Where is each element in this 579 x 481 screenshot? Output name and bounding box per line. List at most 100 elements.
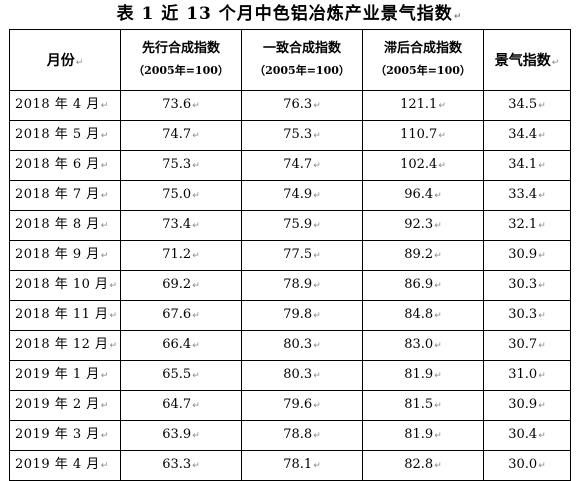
cell-climate: 30.3↵ xyxy=(483,270,571,301)
paragraph-mark-icon: ↵ xyxy=(192,221,200,231)
paragraph-mark-icon: ↵ xyxy=(538,101,546,111)
header-row: 月份↵ 先行合成指数 （2005年=100） 一致合成指数 （2005年=100… xyxy=(9,29,571,91)
cell-leading: 66.4↵ xyxy=(120,330,242,361)
paragraph-mark-icon: ↵ xyxy=(100,371,109,381)
paragraph-mark-icon: ↵ xyxy=(192,161,200,171)
cell-climate-value: 34.1 xyxy=(508,157,538,172)
cell-lagging-value: 121.1 xyxy=(400,97,438,112)
cell-lagging: 83.0↵ xyxy=(362,330,484,361)
paragraph-mark-icon: ↵ xyxy=(434,341,442,351)
cell-climate: 34.4↵ xyxy=(483,120,571,151)
cell-leading-value: 73.4 xyxy=(162,217,192,232)
cell-leading-value: 69.2 xyxy=(162,277,192,292)
cell-climate: 30.9↵ xyxy=(483,390,571,421)
paragraph-mark-icon: ↵ xyxy=(192,101,200,111)
paragraph-mark-icon: ↵ xyxy=(434,431,442,441)
cell-month: 2018 年 10 月↵ xyxy=(9,270,121,301)
header-coincident-sub: （2005年=100） xyxy=(254,64,350,77)
cell-coincident: 74.9↵ xyxy=(241,180,363,211)
cell-climate-value: 31.0 xyxy=(508,367,538,382)
cell-coincident: 78.9↵ xyxy=(241,270,363,301)
cell-leading: 71.2↵ xyxy=(120,240,242,271)
cell-month: 2019 年 2 月↵ xyxy=(9,390,121,421)
cell-lagging: 121.1↵ xyxy=(362,90,484,121)
table-title: 表 1 近 13 个月中色铝冶炼产业景气指数↵ xyxy=(0,3,579,28)
cell-month: 2018 年 9 月↵ xyxy=(9,240,121,271)
cell-lagging: 86.9↵ xyxy=(362,270,484,301)
header-leading-label: 先行合成指数 xyxy=(141,41,220,56)
cell-coincident: 77.5↵ xyxy=(241,240,363,271)
cell-coincident-value: 79.6 xyxy=(283,397,313,412)
cell-leading-value: 66.4 xyxy=(162,337,192,352)
paragraph-mark-icon: ↵ xyxy=(313,131,321,141)
cell-leading: 65.5↵ xyxy=(120,360,242,391)
table-row: 2018 年 9 月↵ 71.2↵ 77.5↵ 89.2↵ 30.9↵ xyxy=(9,240,571,271)
cell-lagging: 110.7↵ xyxy=(362,120,484,151)
paragraph-mark-icon: ↵ xyxy=(313,161,321,171)
paragraph-mark-icon: ↵ xyxy=(192,251,200,261)
cell-coincident: 80.3↵ xyxy=(241,360,363,391)
cell-climate: 30.7↵ xyxy=(483,330,571,361)
cell-month: 2018 年 8 月↵ xyxy=(9,210,121,241)
paragraph-mark-icon: ↵ xyxy=(313,461,321,471)
table-row: 2018 年 8 月↵ 73.4↵ 75.9↵ 92.3↵ 32.1↵ xyxy=(9,210,571,241)
paragraph-mark-icon: ↵ xyxy=(313,221,321,231)
cell-climate-value: 30.3 xyxy=(508,307,538,322)
cell-month: 2018 年 6 月↵ xyxy=(9,150,121,181)
paragraph-mark-icon: ↵ xyxy=(434,371,442,381)
paragraph-mark-icon: ↵ xyxy=(434,221,442,231)
paragraph-mark-icon: ↵ xyxy=(538,131,546,141)
paragraph-mark-icon: ↵ xyxy=(313,101,321,111)
cell-coincident: 80.3↵ xyxy=(241,330,363,361)
table-row: 2019 年 3 月↵ 63.9↵ 78.8↵ 81.9↵ 30.4↵ xyxy=(9,420,571,451)
cell-climate: 34.5↵ xyxy=(483,90,571,121)
paragraph-mark-icon: ↵ xyxy=(538,221,546,231)
paragraph-mark-icon: ↵ xyxy=(538,341,546,351)
cell-coincident-value: 78.1 xyxy=(283,457,313,472)
document-page: 表 1 近 13 个月中色铝冶炼产业景气指数↵ 月份↵ 先行合成指数 （2005… xyxy=(0,3,579,481)
header-leading: 先行合成指数 （2005年=100） xyxy=(120,29,242,91)
cell-leading-value: 67.6 xyxy=(162,307,192,322)
cell-coincident-value: 74.7 xyxy=(283,157,313,172)
paragraph-mark-icon: ↵ xyxy=(434,461,442,471)
cell-climate-value: 34.5 xyxy=(508,97,538,112)
cell-lagging-value: 84.8 xyxy=(404,307,434,322)
paragraph-mark-icon: ↵ xyxy=(538,161,546,171)
cell-coincident: 76.3↵ xyxy=(241,90,363,121)
cell-lagging-value: 96.4 xyxy=(404,187,434,202)
paragraph-mark-icon: ↵ xyxy=(538,251,546,261)
paragraph-mark-icon: ↵ xyxy=(192,371,200,381)
paragraph-mark-icon: ↵ xyxy=(109,341,118,351)
cell-climate: 33.4↵ xyxy=(483,180,571,211)
cell-month-value: 2018 年 8 月 xyxy=(15,217,100,232)
paragraph-mark-icon: ↵ xyxy=(538,431,546,441)
paragraph-mark-icon: ↵ xyxy=(192,401,200,411)
cell-lagging-value: 92.3 xyxy=(404,217,434,232)
cell-lagging: 81.9↵ xyxy=(362,420,484,451)
cell-lagging-value: 83.0 xyxy=(404,337,434,352)
paragraph-mark-icon: ↵ xyxy=(434,401,442,411)
cell-leading-value: 73.6 xyxy=(162,97,192,112)
table-row: 2018 年 12 月↵ 66.4↵ 80.3↵ 83.0↵ 30.7↵ xyxy=(9,330,571,361)
cell-month-value: 2018 年 4 月 xyxy=(15,97,100,112)
paragraph-mark-icon: ↵ xyxy=(551,58,560,68)
paragraph-mark-icon: ↵ xyxy=(434,191,442,201)
paragraph-mark-icon: ↵ xyxy=(538,461,546,471)
cell-lagging-value: 82.8 xyxy=(404,457,434,472)
paragraph-mark-icon: ↵ xyxy=(313,371,321,381)
table-row: 2019 年 2 月↵ 64.7↵ 79.6↵ 81.5↵ 30.9↵ xyxy=(9,390,571,421)
cell-coincident: 74.7↵ xyxy=(241,150,363,181)
cell-coincident: 79.8↵ xyxy=(241,300,363,331)
cell-lagging: 96.4↵ xyxy=(362,180,484,211)
header-lagging-sub: （2005年=100） xyxy=(375,64,471,77)
header-coincident-label: 一致合成指数 xyxy=(262,41,341,56)
cell-climate-value: 30.4 xyxy=(508,427,538,442)
cell-lagging: 102.4↵ xyxy=(362,150,484,181)
cell-coincident-value: 75.3 xyxy=(283,127,313,142)
header-climate: 景气指数↵ xyxy=(483,29,571,91)
paragraph-mark-icon: ↵ xyxy=(538,401,546,411)
cell-lagging: 92.3↵ xyxy=(362,210,484,241)
cell-month: 2019 年 3 月↵ xyxy=(9,420,121,451)
table-row: 2018 年 5 月↵ 74.7↵ 75.3↵ 110.7↵ 34.4↵ xyxy=(9,120,571,151)
paragraph-mark-icon: ↵ xyxy=(100,101,109,111)
